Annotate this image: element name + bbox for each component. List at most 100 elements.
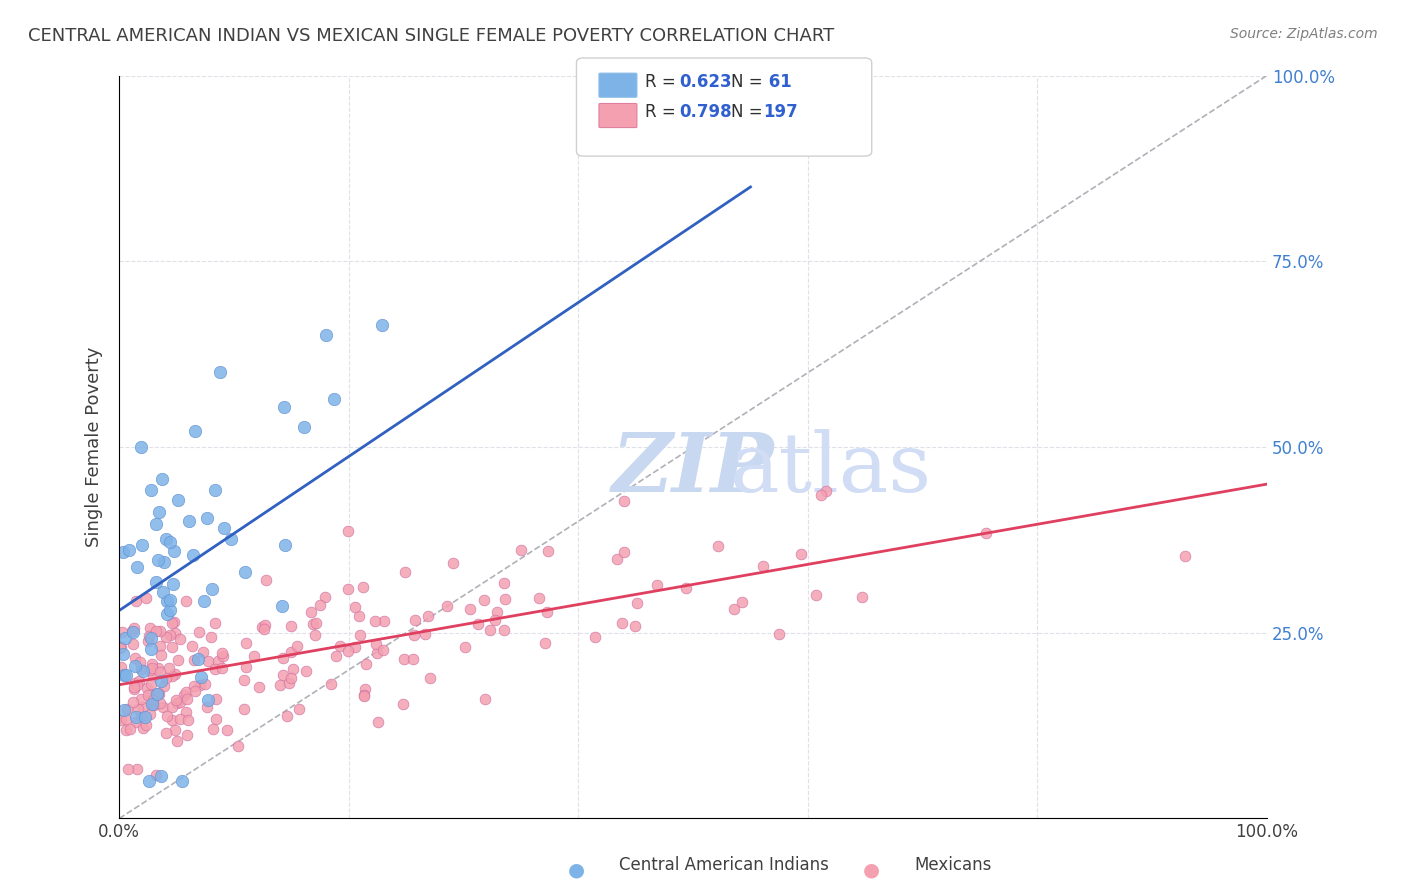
- Point: [731, 594, 754, 608]
- Point: [751, 559, 773, 574]
- Text: atlas: atlas: [730, 429, 932, 509]
- Point: [187, 651, 209, 665]
- Point: [122, 681, 145, 695]
- Point: [354, 681, 377, 696]
- Point: [276, 709, 298, 723]
- Point: [271, 599, 294, 613]
- Point: [195, 511, 218, 525]
- Point: [172, 774, 194, 789]
- Point: [204, 713, 226, 727]
- Point: [1173, 549, 1195, 563]
- Point: [156, 594, 179, 608]
- Point: [148, 661, 170, 675]
- Point: [193, 645, 215, 659]
- Point: [139, 641, 162, 656]
- Point: [115, 723, 138, 737]
- Point: [402, 652, 425, 666]
- Text: 61: 61: [763, 73, 792, 91]
- Point: [141, 687, 163, 701]
- Text: 197: 197: [763, 103, 799, 121]
- Text: Source: ZipAtlas.com: Source: ZipAtlas.com: [1230, 27, 1378, 41]
- Point: [253, 622, 276, 636]
- Point: [177, 514, 200, 528]
- Text: ●: ●: [568, 860, 585, 880]
- Point: [122, 638, 145, 652]
- Point: [136, 634, 159, 648]
- Point: [606, 552, 628, 566]
- Point: [139, 677, 162, 691]
- Point: [254, 573, 277, 587]
- Point: [271, 651, 294, 665]
- Point: [155, 630, 177, 644]
- Point: [404, 613, 426, 627]
- Point: [343, 640, 366, 654]
- Point: [314, 590, 336, 604]
- Point: [149, 674, 172, 689]
- Point: [176, 728, 198, 742]
- Point: [367, 715, 389, 730]
- Point: [160, 700, 183, 714]
- Point: [139, 621, 162, 635]
- Point: [201, 582, 224, 597]
- Point: [111, 545, 134, 559]
- Point: [402, 628, 425, 642]
- Point: [162, 576, 184, 591]
- Point: [226, 739, 249, 753]
- Point: [613, 545, 636, 559]
- Point: [135, 718, 157, 732]
- Point: [153, 679, 176, 693]
- Point: [141, 697, 163, 711]
- Point: [215, 723, 238, 738]
- Point: [183, 680, 205, 694]
- Point: [120, 722, 142, 736]
- Point: [537, 544, 560, 558]
- Point: [211, 661, 233, 675]
- Point: [131, 538, 153, 552]
- Point: [288, 702, 311, 716]
- Point: [187, 625, 209, 640]
- Point: [125, 594, 148, 608]
- Point: [152, 584, 174, 599]
- Point: [122, 625, 145, 640]
- Point: [486, 605, 509, 619]
- Point: [128, 655, 150, 669]
- Point: [111, 647, 134, 661]
- Point: [436, 599, 458, 613]
- Point: [131, 665, 153, 679]
- Point: [162, 615, 184, 630]
- Point: [613, 493, 636, 508]
- Point: [295, 664, 318, 678]
- Point: [343, 599, 366, 614]
- Point: [510, 543, 533, 558]
- Point: [115, 712, 138, 726]
- Point: [366, 637, 388, 651]
- Point: [392, 697, 415, 711]
- Point: [336, 582, 359, 596]
- Point: [494, 591, 516, 606]
- Point: [149, 697, 172, 711]
- Point: [336, 524, 359, 538]
- Point: [131, 700, 153, 714]
- Point: [112, 703, 135, 717]
- Text: CENTRAL AMERICAN INDIAN VS MEXICAN SINGLE FEMALE POVERTY CORRELATION CHART: CENTRAL AMERICAN INDIAN VS MEXICAN SINGL…: [28, 27, 834, 45]
- Point: [233, 702, 256, 716]
- Point: [121, 624, 143, 638]
- Point: [141, 698, 163, 712]
- Point: [315, 328, 337, 343]
- Point: [139, 483, 162, 498]
- Point: [167, 653, 190, 667]
- Point: [159, 627, 181, 641]
- Point: [169, 632, 191, 647]
- Point: [155, 671, 177, 685]
- Point: [364, 614, 387, 628]
- Point: [149, 639, 172, 653]
- Point: [221, 532, 243, 546]
- Point: [145, 516, 167, 531]
- Point: [484, 613, 506, 627]
- Point: [121, 695, 143, 709]
- Point: [184, 425, 207, 439]
- Point: [280, 619, 302, 633]
- Point: [274, 538, 297, 552]
- Point: [474, 593, 496, 607]
- Point: [160, 640, 183, 654]
